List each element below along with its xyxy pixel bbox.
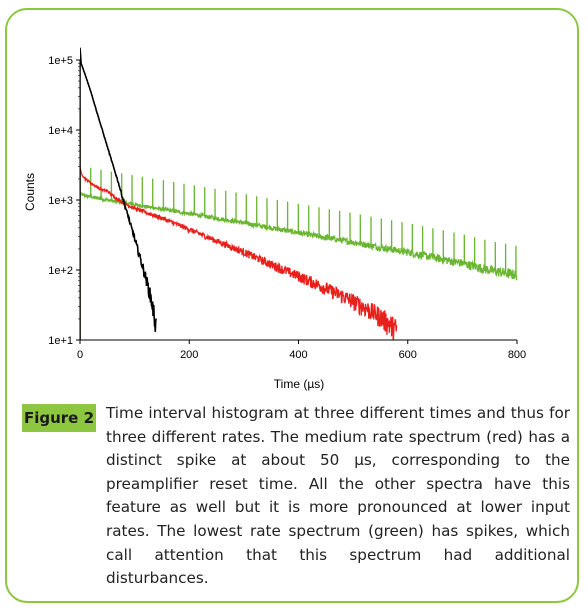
y-axis-title: Counts [23,173,37,211]
chart: 1e+1 1e+2 1e+3 1e+4 1e+5 0 200 400 600 800 Counts… [23,47,526,391]
series-line-black [80,47,157,340]
x-tick-label: 200 [180,349,198,361]
y-tick-label: 1e+2 [48,265,73,277]
x-tick-label: 600 [399,349,417,361]
y-tick-label: 1e+5 [48,55,73,67]
x-tick-label: 800 [508,349,526,361]
figure-label: Figure 2 [22,404,96,432]
x-tick-label: 0 [77,349,83,361]
y-tick-label: 1e+1 [48,335,73,347]
y-tick-label: 1e+4 [48,125,73,137]
y-tick-label: 1e+3 [48,195,73,207]
series-line-red [80,166,398,340]
x-axis-title: Time (µs) [274,377,324,391]
figure-frame [5,8,579,603]
x-tick-label: 400 [289,349,307,361]
series-line-green [80,108,518,340]
figure-caption: Time interval histogram at three differe… [106,404,570,588]
